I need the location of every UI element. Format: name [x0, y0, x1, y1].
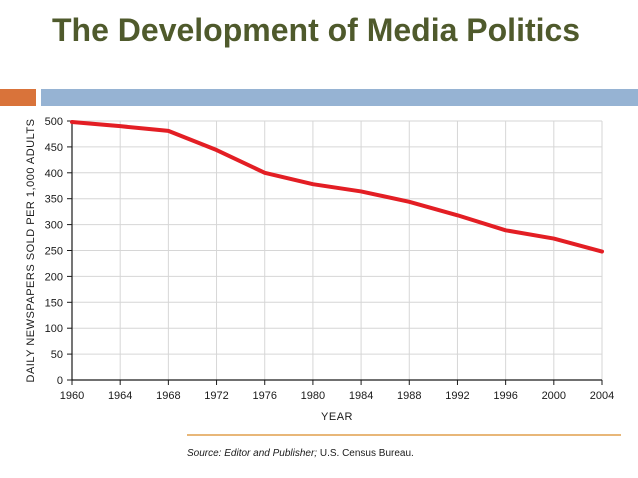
- series-line: [70, 120, 604, 254]
- x-tick-label: 2000: [542, 390, 566, 402]
- x-tick-label: 1988: [397, 390, 421, 402]
- y-tick-label: 150: [45, 297, 63, 309]
- x-tick-label: 1984: [349, 390, 373, 402]
- x-tick-label: 1976: [252, 390, 276, 402]
- y-tick-label: 250: [45, 246, 63, 258]
- source-rule: [187, 434, 621, 436]
- source-prefix: Source: Editor and Publisher;: [187, 448, 318, 459]
- x-tick-label: 1980: [301, 390, 325, 402]
- y-tick-label: 50: [51, 349, 63, 361]
- y-tick-label: 0: [57, 375, 63, 387]
- y-tick-label: 200: [45, 271, 63, 283]
- slide-title: The Development of Media Politics: [52, 12, 581, 48]
- source-rest: U.S. Census Bureau.: [317, 448, 414, 459]
- x-tick-label: 1964: [108, 390, 132, 402]
- x-tick-label: 1968: [156, 390, 180, 402]
- x-axis-label: YEAR: [321, 411, 353, 423]
- line-chart: 0 50 100 150 200 250 300 350 400 450 500 1960 1964 19…: [25, 116, 614, 423]
- y-tick-label: 350: [45, 194, 63, 206]
- x-tick-label: 1992: [445, 390, 469, 402]
- y-tick-label: 500: [45, 116, 63, 128]
- y-tick-label: 450: [45, 142, 63, 154]
- accent-bar-orange: [0, 89, 36, 106]
- source-note: Source: Editor and Publisher; U.S. Censu…: [187, 448, 414, 459]
- y-tick-label: 300: [45, 220, 63, 232]
- y-axis-label: DAILY NEWSPAPERS SOLD PER 1,000 ADULTS: [25, 119, 37, 383]
- x-tick-label: 1996: [493, 390, 517, 402]
- accent-bar-blue: [41, 89, 638, 106]
- x-tick-label: 1972: [204, 390, 228, 402]
- y-tick-label: 100: [45, 323, 63, 335]
- y-tick-label: 400: [45, 168, 63, 180]
- x-tick-label: 2004: [590, 390, 614, 402]
- x-tick-label: 1960: [60, 390, 84, 402]
